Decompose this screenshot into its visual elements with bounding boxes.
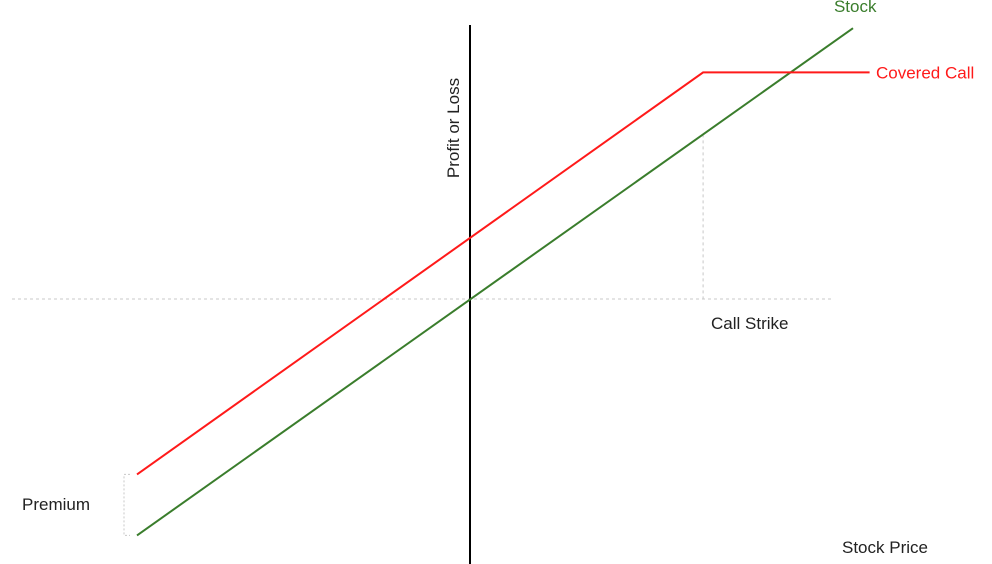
series-label-stock: Stock	[834, 0, 877, 16]
series-line-covered-call	[136, 71, 870, 476]
y-axis-label: Profit or Loss	[444, 78, 463, 178]
series-label-covered-call: Covered Call	[876, 63, 974, 82]
premium-bracket	[123, 473, 130, 536]
series-line-stock	[136, 27, 854, 537]
call-strike-label: Call Strike	[711, 314, 788, 333]
x-axis-label: Stock Price	[842, 538, 928, 557]
premium-label: Premium	[22, 495, 90, 514]
